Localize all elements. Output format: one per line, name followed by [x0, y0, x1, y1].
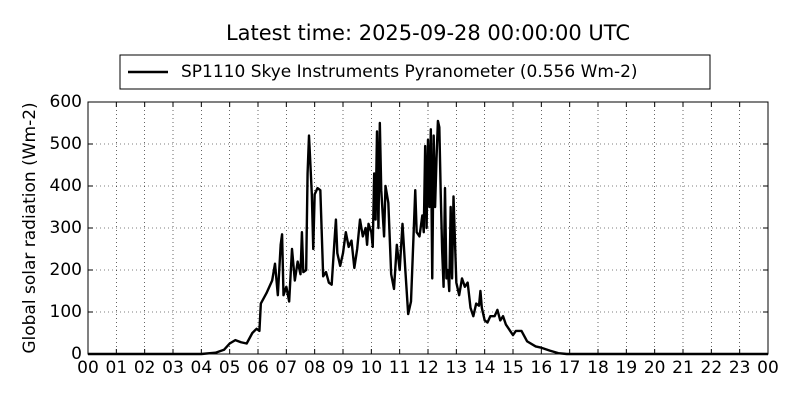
legend-label: SP1110 Skye Instruments Pyranometer (0.5… — [181, 62, 638, 82]
x-tick-label: 00 — [757, 358, 779, 378]
x-tick-label: 08 — [304, 358, 326, 378]
x-tick-label: 18 — [587, 358, 609, 378]
y-axis-label: Global solar radiation (Wm-2) — [20, 102, 40, 353]
chart-title: Latest time: 2025-09-28 00:00:00 UTC — [226, 21, 630, 45]
y-tick-label: 300 — [50, 218, 82, 238]
plot-frame — [87, 101, 769, 355]
x-tick-label: 17 — [559, 358, 581, 378]
x-tick-label: 10 — [361, 358, 383, 378]
y-tick-label: 500 — [50, 134, 82, 154]
x-tick-label: 20 — [644, 358, 666, 378]
x-tick-label: 06 — [247, 358, 269, 378]
x-tick-label: 12 — [417, 358, 439, 378]
x-tick-label: 09 — [332, 358, 354, 378]
y-tick-label: 200 — [50, 260, 82, 280]
x-tick-label: 07 — [276, 358, 298, 378]
x-tick-label: 05 — [219, 358, 241, 378]
x-tick-label: 01 — [106, 358, 128, 378]
x-tick-label: 19 — [616, 358, 638, 378]
y-tick-label: 100 — [50, 302, 82, 322]
x-tick-label: 14 — [474, 358, 496, 378]
x-tick-label: 02 — [134, 358, 156, 378]
x-tick-label: 22 — [701, 358, 723, 378]
x-tick-label: 00 — [77, 358, 99, 378]
x-tick-label: 23 — [729, 358, 751, 378]
x-tick-label: 04 — [191, 358, 213, 378]
y-tick-label: 600 — [50, 92, 82, 112]
y-tick-label: 400 — [50, 176, 82, 196]
x-tick-label: 11 — [389, 358, 411, 378]
x-tick-label: 16 — [531, 358, 553, 378]
x-tick-label: 15 — [502, 358, 524, 378]
y-tick-label: 0 — [71, 344, 82, 364]
data-line — [88, 119, 768, 356]
x-tick-label: 03 — [162, 358, 184, 378]
x-tick-label: 21 — [672, 358, 694, 378]
legend-box — [119, 54, 711, 90]
x-tick-label: 13 — [446, 358, 468, 378]
